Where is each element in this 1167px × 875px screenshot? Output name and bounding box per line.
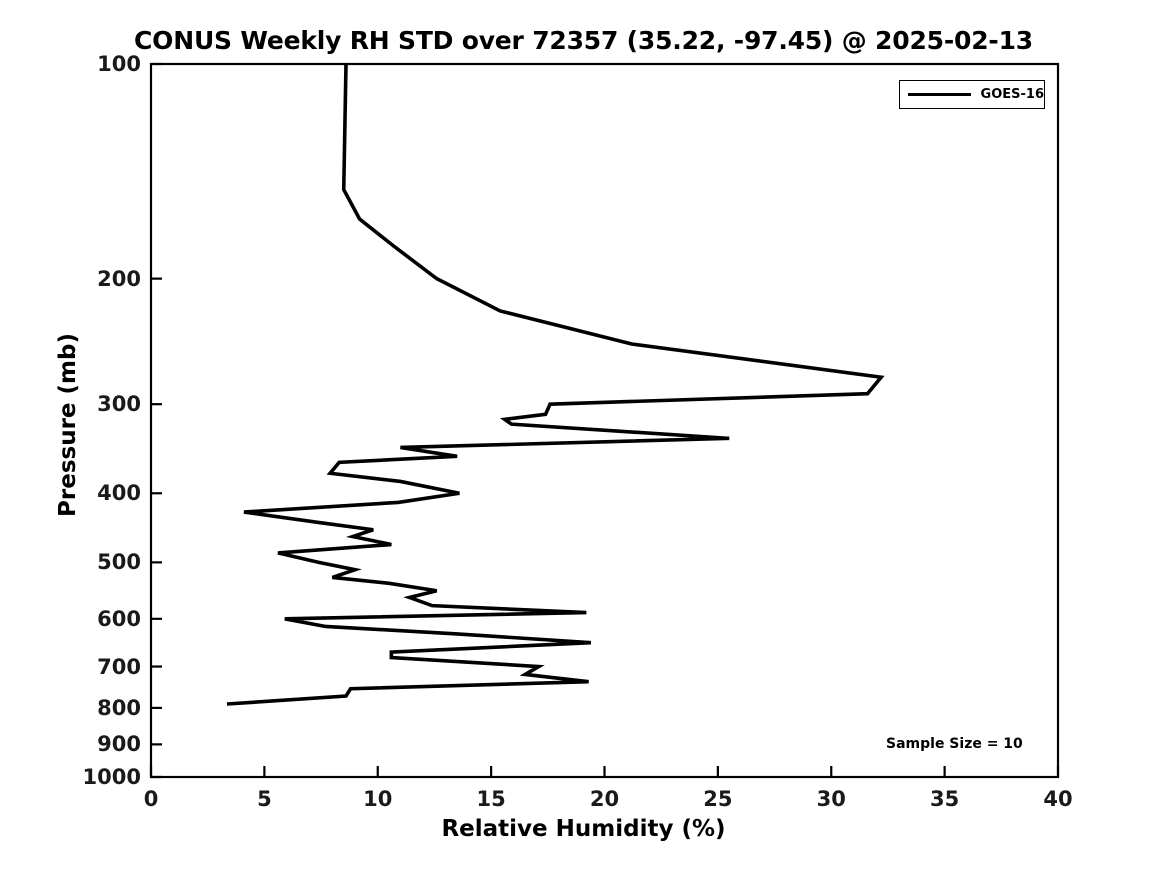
data-series-group [226,64,885,706]
y-axis-title: Pressure (mb) [55,333,81,517]
y-tick-label: 300 [97,392,141,417]
x-axis-title: Relative Humidity (%) [441,816,726,842]
x-tick-label: 10 [363,787,393,811]
x-tick-label: 5 [257,787,272,811]
axes-frame [149,62,1060,779]
y-tick-label: 500 [97,550,141,575]
legend-label-goes16: GOES-16 [980,87,1044,102]
y-tick-label: 700 [97,654,141,679]
x-tick-label: 30 [816,787,846,811]
y-tick-label: 100 [97,52,141,76]
x-tick-label: 35 [930,787,960,811]
data-line-goes-16 [226,64,885,706]
x-tick-label: 20 [589,787,620,811]
x-tick-label: 15 [476,787,506,811]
y-tick-label: 600 [97,606,141,631]
tick-marks [149,62,1060,779]
legend[interactable]: GOES-16 [899,80,1045,109]
x-tick-label: 40 [1043,787,1073,811]
y-tick-label: 200 [97,266,141,291]
y-tick-label: 900 [97,732,141,757]
x-tick-label: 25 [703,787,733,811]
y-tick-label: 800 [97,695,141,720]
x-tick-label: 0 [143,787,159,811]
sample-size-annotation: Sample Size = 10 [886,736,1023,752]
y-tick-label: 400 [97,481,141,506]
chart-title: CONUS Weekly RH STD over 72357 (35.22, -… [134,26,1033,55]
legend-line-swatch [908,93,971,96]
y-tick-label: 1000 [82,765,141,789]
